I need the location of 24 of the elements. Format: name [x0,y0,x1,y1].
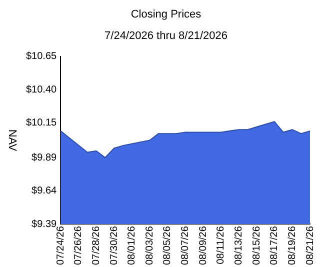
chart-subtitle: 7/24/2026 thru 8/21/2026 [104,30,228,42]
x-tick-label: 08/05/26 [162,226,174,266]
x-tick-label: 08/01/26 [126,226,138,266]
x-tick-label: 07/30/26 [108,226,120,266]
x-tick-label: 08/21/26 [304,226,316,266]
chart-title: Closing Prices [130,8,202,21]
y-tick-label: $10.65 [26,51,58,62]
x-tick-label: 07/28/26 [90,226,102,266]
x-tick-label: 07/26/26 [73,226,84,266]
x-tick-label: 07/24/26 [55,226,66,266]
x-tick-label: 08/07/26 [180,226,192,266]
x-tick-label: 08/19/26 [286,226,298,266]
x-tick-label: 08/15/26 [251,226,262,266]
y-tick-label: $9.39 [32,218,58,230]
x-tick-label: 08/17/26 [269,226,280,266]
y-tick-label: $10.40 [26,84,58,96]
y-axis-title: NAV [6,129,18,152]
x-tick-label: 08/11/26 [216,226,227,264]
y-tick-label: $9.64 [32,186,58,197]
x-tick-label: 08/09/26 [198,226,209,266]
y-tick-label: $9.89 [32,152,58,164]
x-tick-label: 08/13/26 [233,226,244,266]
y-tick-label: $10.15 [26,118,58,129]
x-tick-label: 08/03/26 [144,226,156,266]
